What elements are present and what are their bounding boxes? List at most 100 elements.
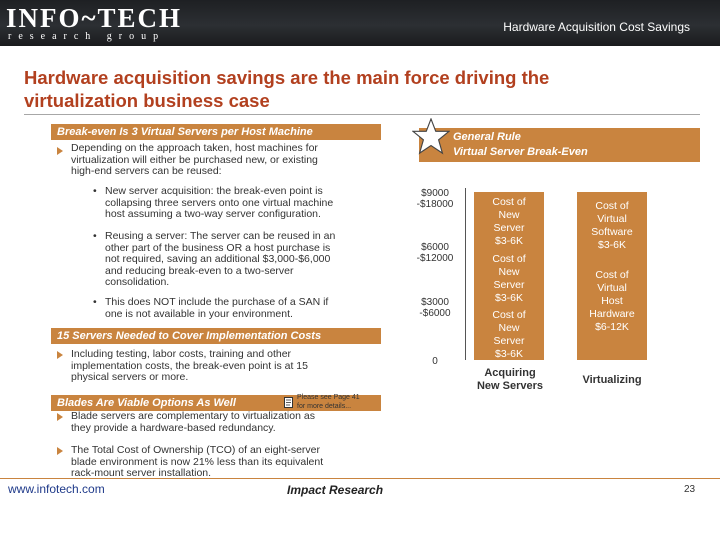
- bullet-text: Including testing, labor costs, training…: [71, 348, 391, 384]
- text-line: and reducing break-even to a two-server: [105, 264, 294, 277]
- segment-line: Software: [591, 226, 633, 238]
- text-line: not required, saving an additional $3,00…: [105, 253, 331, 265]
- slide-title-line: virtualization business case: [24, 90, 270, 111]
- text-line: other part of the business OR a host pur…: [105, 241, 331, 254]
- logo-main: INFO~TECH: [6, 3, 183, 33]
- slide-title: Hardware acquisition savings are the mai…: [24, 66, 684, 112]
- segment-line: Virtual: [597, 282, 627, 294]
- segment-line: $3-6K: [494, 235, 524, 247]
- text-line: high-end servers can be reused:: [71, 165, 222, 177]
- bar-segment-label: Cost of Virtual Host Hardware $6-12K: [577, 269, 647, 334]
- bullet-dot-icon: •: [93, 185, 97, 197]
- segment-line: Cost of: [492, 196, 526, 208]
- chart-plot-area: [465, 188, 701, 360]
- general-rule-line: General Rule: [453, 131, 521, 143]
- text-line: This does NOT include the purchase of a …: [105, 296, 329, 308]
- y-tick-line: $9000: [421, 188, 449, 199]
- bar-segment-label: Cost of New Server $3-6K: [474, 196, 544, 248]
- text-line: host assuming a two-way server configura…: [105, 208, 321, 220]
- text-line: virtualization will either be purchased …: [71, 153, 318, 166]
- y-tick-line: 0: [432, 356, 438, 367]
- star-icon: [412, 118, 450, 155]
- bullet-text: Depending on the approach taken, host ma…: [71, 142, 391, 178]
- note-pen-icon: [284, 397, 293, 408]
- bullet-dot-icon: •: [93, 230, 97, 242]
- segment-line: Virtual: [597, 213, 627, 225]
- x-label-line: Virtualizing: [582, 374, 642, 386]
- bullet-arrow-icon: [57, 447, 63, 455]
- x-label-line: New Servers: [476, 380, 544, 392]
- section-heading-blades: Blades Are Viable Options As Well: [51, 395, 381, 411]
- text-line: Including testing, labor costs, training…: [71, 348, 292, 360]
- text-line: consolidation.: [105, 276, 170, 288]
- subbullet-text: New server acquisition: the break-even p…: [105, 185, 390, 221]
- segment-line: Cost of: [492, 253, 526, 265]
- segment-line: $3-6K: [494, 348, 524, 360]
- text-line: collapsing three servers onto one virtua…: [105, 196, 334, 209]
- general-rule-box: [419, 128, 700, 162]
- y-tick-line: -$6000: [419, 308, 451, 319]
- text-line: Reusing a server: The server can be reus…: [105, 230, 336, 242]
- segment-line: Cost of: [492, 309, 526, 321]
- text-line: blade environment is now 21% less than i…: [71, 455, 324, 468]
- segment-line: New: [498, 322, 520, 334]
- bullet-arrow-icon: [57, 147, 63, 155]
- logo: INFO~TECH research group: [6, 4, 182, 42]
- footer-divider: [0, 478, 720, 479]
- x-axis-label: Virtualizing: [570, 374, 654, 387]
- segment-line: Server: [493, 222, 525, 234]
- y-tick-label: $6000 -$12000: [410, 242, 460, 264]
- page-number: 23: [684, 484, 696, 495]
- page-header-title: Hardware Acquisition Cost Savings: [503, 20, 690, 34]
- segment-line: $3-6K: [597, 239, 627, 251]
- segment-line: Server: [493, 279, 525, 291]
- text-line: rack-mount server installation.: [71, 467, 212, 479]
- segment-line: Cost of: [595, 200, 629, 212]
- logo-sub: research group: [8, 31, 166, 42]
- page-reference-note[interactable]: Please see Page 41 for more details...: [297, 393, 360, 411]
- y-tick-line: $3000: [421, 297, 449, 308]
- bar-segment-label: Cost of Virtual Software $3-6K: [577, 200, 647, 252]
- bar-acquiring-new-servers: [474, 192, 544, 360]
- bullet-dot-icon: •: [93, 296, 97, 308]
- segment-line: $3-6K: [494, 292, 524, 304]
- subbullet-text: This does NOT include the purchase of a …: [105, 296, 390, 320]
- general-rule-line: Virtual Server Break-Even: [453, 146, 588, 158]
- general-rule-text: General Rule Virtual Server Break-Even: [453, 130, 588, 160]
- segment-line: New: [498, 209, 520, 221]
- text-line: one is not available in your environment…: [105, 307, 293, 320]
- y-tick-line: -$18000: [416, 199, 454, 210]
- bullet-text: The Total Cost of Ownership (TCO) of an …: [71, 444, 391, 480]
- x-axis-label: Acquiring New Servers: [468, 367, 552, 393]
- segment-line: New: [498, 266, 520, 278]
- bar-segment-label: Cost of New Server $3-6K: [474, 309, 544, 361]
- website-link[interactable]: www.infotech.com: [8, 482, 105, 496]
- footer-label: Impact Research: [287, 483, 384, 497]
- text-line: New server acquisition: the break-even p…: [105, 185, 323, 197]
- text-line: implementation costs, the break-even poi…: [71, 359, 308, 372]
- bullet-arrow-icon: [57, 413, 63, 421]
- header-bar: INFO~TECH research group Hardware Acquis…: [0, 0, 720, 46]
- text-line: Blade servers are complementary to virtu…: [71, 410, 315, 422]
- subbullet-text: Reusing a server: The server can be reus…: [105, 230, 390, 289]
- y-tick-line: $6000: [421, 242, 449, 253]
- text-line: physical servers or more.: [71, 371, 189, 383]
- y-tick-label: $3000 -$6000: [410, 297, 460, 319]
- segment-line: Cost of: [595, 269, 629, 281]
- text-line: they provide a hardware-based redundancy…: [71, 421, 276, 434]
- slide-title-line: Hardware acquisition savings are the mai…: [24, 67, 550, 88]
- y-tick-label: 0: [410, 356, 460, 367]
- note-line: Please see Page 41: [297, 394, 360, 401]
- bar-segment-label: Cost of New Server $3-6K: [474, 253, 544, 305]
- text-line: The Total Cost of Ownership (TCO) of an …: [71, 444, 320, 456]
- bullet-arrow-icon: [57, 351, 63, 359]
- segment-line: $6-12K: [595, 321, 629, 333]
- section-heading-implementation: 15 Servers Needed to Cover Implementatio…: [51, 328, 381, 344]
- bar-virtualizing: [577, 192, 647, 360]
- x-label-line: Acquiring: [484, 367, 536, 379]
- segment-line: Host: [601, 295, 623, 307]
- y-tick-line: -$12000: [416, 253, 454, 264]
- bullet-text: Blade servers are complementary to virtu…: [71, 410, 391, 434]
- section-heading-break-even: Break-even Is 3 Virtual Servers per Host…: [51, 124, 381, 140]
- y-tick-label: $9000 -$18000: [410, 188, 460, 210]
